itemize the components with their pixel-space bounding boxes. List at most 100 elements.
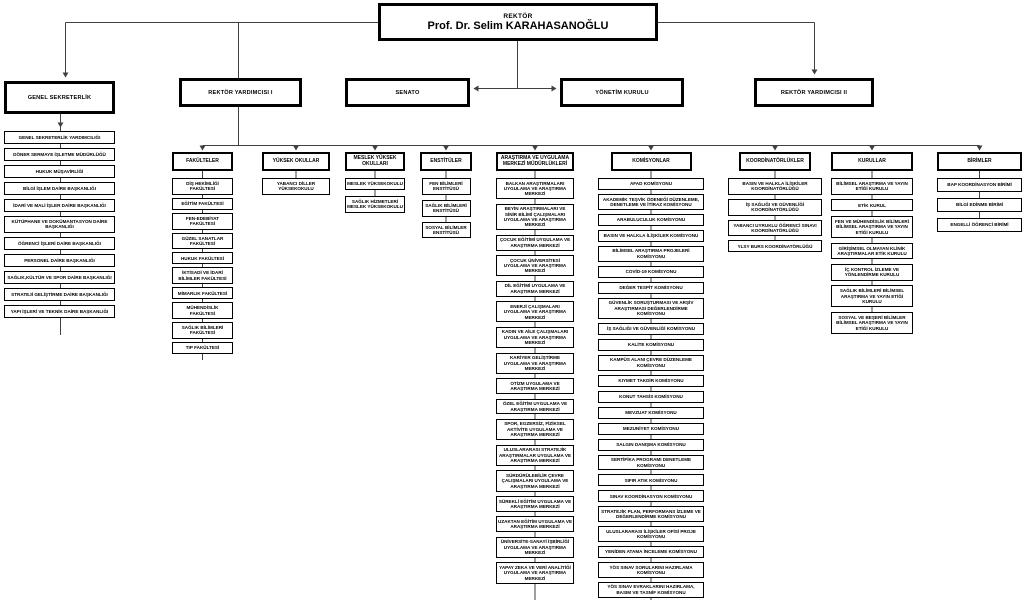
org-unit-box: YÖS SINAV EVRAKLARINI HAZIRLAMA, BASIM V…: [598, 581, 704, 598]
org-unit-box: YLSY BURS KOORDİNATÖRLÜĞÜ: [728, 240, 822, 253]
org-unit-box: BASIN VE HALKLA İLİŞKİLER KOMİSYONU: [598, 229, 704, 242]
org-unit-box: SÜRDÜRÜLEBİLİR ÇEVRE ÇALIŞMALARI UYGULAM…: [496, 470, 574, 492]
org-unit-box: ARABULUCULUK KOMİSYONU: [598, 213, 704, 226]
org-unit-box: İŞ SAĞLIĞI VE GÜVENLİĞİ KOORDİNATÖRLÜĞÜ: [728, 198, 822, 216]
column-header: KURULLAR: [831, 152, 913, 171]
org-unit-box: ETİK KURUL: [831, 199, 913, 212]
org-unit-box: COVİD-19 KOMİSYONU: [598, 265, 704, 278]
column-genel-sekreterlik-units: GENEL SEKRETERLİK YARDIMCILIĞI DÖNER SERM…: [4, 131, 115, 318]
org-unit-box: SIFIR ATIK KOMİSYONU: [598, 474, 704, 487]
org-unit-box: ÖZEL EĞİTİM UYGULAMA VE ARAŞTIRMA MERKEZ…: [496, 398, 574, 415]
rektor-title: REKTÖR: [503, 12, 533, 20]
org-unit-box: SAĞLIK BİLİMLERİ ENSTİTÜSÜ: [421, 199, 471, 217]
org-unit-box: AKADEMİK TEŞVİK ÖDENEĞİ DÜZENLEME, DENET…: [598, 194, 704, 210]
column-birimler: BİRİMLER BAP KOORDİNASYON BİRİMİ BİLGİ ED…: [937, 152, 1022, 232]
org-unit-box: BALKAN ARAŞTIRMALARI UYGULAMA VE ARAŞTIR…: [496, 178, 574, 200]
org-unit-box: STRATEJİK PLAN, PERFORMANS İZLEME VE DEĞ…: [598, 506, 704, 523]
org-unit-box: İDARİ VE MALİ İŞLER DAİRE BAŞKANLIĞI: [4, 199, 115, 212]
column-komisyonlar: KOMİSYONLAR AFAD KOMİSYONU AKADEMİK TEŞVİ…: [598, 152, 704, 598]
column-arastirma-merkezleri: ARAŞTIRMA VE UYGULAMA MERKEZİ MÜDÜRLÜKLE…: [496, 152, 574, 584]
org-unit-box: GİRİŞİMSEL OLMAYAN KLİNİK ARAŞTIRMALAR E…: [831, 242, 913, 260]
org-unit-box: ÇOCUK EĞİTİMİ UYGULAMA VE ARAŞTIRMA MERK…: [496, 234, 574, 251]
org-unit-box: KÜTÜPHANE VE DOKÜMANTASYON DAİRE BAŞKANL…: [4, 216, 115, 233]
org-unit-box: ENERJİ ÇALIŞMALARI UYGULAMA VE ARAŞTIRMA…: [496, 301, 574, 323]
org-unit-box: YAPI İŞLERİ VE TEKNİK DAİRE BAŞKANLIĞI: [4, 304, 115, 318]
org-unit-box: SERTİFİKA PROGRAMI DENETLEME KOMİSYONU: [598, 454, 704, 471]
org-unit-box: SOSYAL BİLİMLER ENSTİTÜSÜ: [421, 221, 471, 239]
senato-box: SENATO: [345, 78, 470, 107]
org-unit-box: BASIN VE HALKLA İLİŞKİLER KOORDİNATÖRLÜĞ…: [728, 178, 822, 195]
column-koordinatorlukler: KOORDİNATÖRLÜKLER BASIN VE HALKLA İLİŞKİ…: [728, 152, 822, 253]
org-unit-box: FEN-EDEBİYAT FAKÜLTESİ: [172, 212, 233, 230]
org-unit-box: YABANCI UYRUKLU ÖĞRENCİ SINAVI KOORDİNAT…: [728, 219, 822, 237]
org-unit-box: PERSONEL DAİRE BAŞKANLIĞI: [4, 253, 115, 267]
org-unit-box: DEĞER TESPİT KOMİSYONU: [598, 281, 704, 294]
org-unit-box: YABANCI DİLLER YÜKSEKOKULU: [262, 178, 330, 195]
org-unit-box: ENGELLİ ÖĞRENCİ BİRİMİ: [937, 218, 1022, 232]
yonetim-kurulu-box: YÖNETİM KURULU: [560, 78, 684, 107]
org-unit-box: HUKUK FAKÜLTESİ: [172, 252, 233, 265]
column-yuksek-okullar: YÜKSEK OKULLAR YABANCI DİLLER YÜKSEKOKUL…: [262, 152, 330, 195]
org-unit-box: SAĞLIK BİLİMLERİ BİLİMSEL ARAŞTIRMA VE Y…: [831, 285, 913, 308]
org-unit-box: KONUT TAHSİS KOMİSYONU: [598, 390, 704, 403]
org-unit-box: OTİZM UYGULAMA VE ARAŞTIRMA MERKEZİ: [496, 378, 574, 395]
rektor-yardimcisi-1-box: REKTÖR YARDIMCISI I: [179, 78, 302, 107]
org-unit-box: BEYİN ARAŞTIRMALARI VE SİNİR BİLİMİ ÇALI…: [496, 203, 574, 231]
org-unit-box: STRATEJİ GELİŞTİRME DAİRE BAŞKANLIĞI: [4, 287, 115, 301]
org-unit-box: HUKUK MÜŞAVİRLİĞİ: [4, 165, 115, 178]
column-fakulteler: FAKÜLTELER DİŞ HEKİMLİĞİ FAKÜLTESİ EĞİTİM…: [172, 152, 233, 354]
org-unit-box: SINAV KOORDİNASYON KOMİSYONU: [598, 490, 704, 503]
org-unit-box: KIYMET TAKDİR KOMİSYONU: [598, 374, 704, 387]
org-unit-box: GÜZEL SANATLAR FAKÜLTESİ: [172, 232, 233, 250]
org-unit-box: GENEL SEKRETERLİK YARDIMCILIĞI: [4, 131, 115, 144]
org-unit-box: MESLEK YÜKSEKOKULU: [345, 178, 405, 190]
rektor-box: REKTÖR Prof. Dr. Selim KARAHASANOĞLU: [378, 3, 658, 41]
org-unit-box: SÜREKLİ EĞİTİM UYGULAMA VE ARAŞTIRMA MER…: [496, 496, 574, 512]
org-unit-box: BİLİMSEL ARAŞTIRMA VE YAYIN ETİĞİ KURULU: [831, 178, 913, 195]
org-unit-box: SALGIN DANIŞMA KOMİSYONU: [598, 438, 704, 451]
column-header: ARAŞTIRMA VE UYGULAMA MERKEZİ MÜDÜRLÜKLE…: [496, 152, 574, 171]
org-unit-box: KARİYER GELİŞTİRME UYGULAMA VE ARAŞTIRMA…: [496, 352, 574, 374]
org-unit-box: FEN BİLİMLERİ ENSTİTÜSÜ: [421, 178, 471, 195]
org-unit-box: ÖĞRENCİ İŞLERİ DAİRE BAŞKANLIĞI: [4, 236, 115, 250]
org-unit-box: BİLİMSEL ARAŞTIRMA PROJELERİ KOMİSYONU: [598, 245, 704, 262]
org-unit-box: SPOR, EGZERSİZ, FİZİKSEL AKTİVİTE UYGULA…: [496, 418, 574, 441]
column-header: FAKÜLTELER: [172, 152, 233, 171]
org-unit-box: İKTİSADİ VE İDARİ BİLİMLER FAKÜLTESİ: [172, 267, 233, 285]
column-enstituler: ENSTİTÜLER FEN BİLİMLERİ ENSTİTÜSÜ SAĞLIK…: [420, 152, 472, 239]
org-unit-box: BİLGİ EDİNME BİRİMİ: [937, 198, 1022, 212]
org-unit-box: KALİTE KOMİSYONU: [598, 338, 704, 351]
column-meslek-yuksek-okullari: MESLEK YÜKSEK OKULLARI MESLEK YÜKSEKOKUL…: [345, 152, 405, 213]
column-header: KOMİSYONLAR: [610, 152, 692, 171]
org-unit-box: ULUSLARARASI İLİŞKİLER OFİSİ PROJE KOMİS…: [598, 526, 704, 543]
org-unit-box: BİLGİ İŞLEM DAİRE BAŞKANLIĞI: [4, 182, 115, 195]
org-unit-box: ULUSLARARASI STRATEJİK ARAŞTIRMALAR UYGU…: [496, 444, 574, 466]
org-unit-box: MEVZUAT KOMİSYONU: [598, 406, 704, 419]
column-header: MESLEK YÜKSEK OKULLARI: [345, 152, 405, 171]
rektor-name: Prof. Dr. Selim KARAHASANOĞLU: [427, 19, 609, 32]
org-unit-box: EĞİTİM FAKÜLTESİ: [172, 197, 233, 210]
org-unit-box: YAPAY ZEKA VE VERİ ANALİTİĞİ UYGULAMA VE…: [496, 562, 574, 584]
org-unit-box: YENİDEN ATAMA İNCELEME KOMİSYONU: [598, 546, 704, 559]
org-unit-box: MİMARLIK FAKÜLTESİ: [172, 287, 233, 300]
org-unit-box: AFAD KOMİSYONU: [598, 178, 704, 190]
org-unit-box: FEN VE MÜHENDİSLİK BİLİMLERİ BİLİMSEL AR…: [831, 215, 913, 239]
org-unit-box: MEZUNİYET KOMİSYONU: [598, 422, 704, 435]
org-unit-box: ÇOCUK ÜNİVERSİTESİ UYGULAMA VE ARAŞTIRMA…: [496, 255, 574, 277]
org-unit-box: İÇ KONTROL İZLEME VE YÖNLENDİRME KURULU: [831, 263, 913, 281]
org-unit-box: KADIN VE AİLE ÇALIŞMALARI UYGULAMA VE AR…: [496, 326, 574, 349]
column-header: KOORDİNATÖRLÜKLER: [739, 152, 811, 171]
genel-sekreterlik-box: GENEL SEKRETERLİK: [4, 81, 115, 114]
org-unit-box: DİL EĞİTİMİ UYGULAMA VE ARAŞTIRMA MERKEZ…: [496, 280, 574, 297]
org-unit-box: UZAKTAN EĞİTİM UYGULAMA VE ARAŞTIRMA MER…: [496, 516, 574, 533]
column-header: BİRİMLER: [937, 152, 1022, 171]
org-unit-box: DÖNER SERMAYE İŞLETME MÜDÜRLÜĞÜ: [4, 148, 115, 161]
column-header: YÜKSEK OKULLAR: [262, 152, 330, 171]
org-unit-box: SAĞLIK HİZMETLERİ MESLEK YÜKSEKOKULU: [345, 196, 405, 213]
org-unit-box: TIP FAKÜLTESİ: [172, 341, 233, 354]
org-unit-box: MÜHENDİSLİK FAKÜLTESİ: [172, 302, 233, 320]
org-unit-box: GÜVENLİK SORUŞTURMASI VE ARŞİV ARAŞTIRMA…: [598, 297, 704, 319]
column-header: ENSTİTÜLER: [420, 152, 472, 171]
org-unit-box: SAĞLIK BİLİMLERİ FAKÜLTESİ: [172, 322, 233, 339]
org-unit-box: ÜNİVERSİTE-SANAYİ İŞBİRLİĞİ UYGULAMA VE …: [496, 536, 574, 558]
